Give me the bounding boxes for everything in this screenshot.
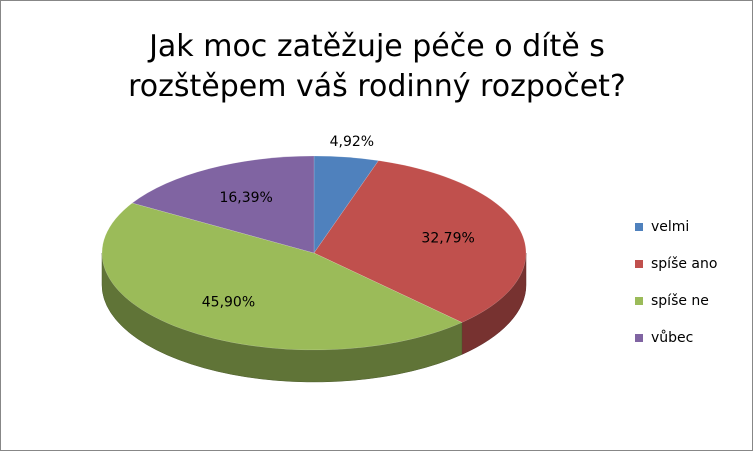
- legend-swatch: [635, 223, 643, 231]
- data-label: 4,92%: [330, 134, 374, 150]
- legend-swatch: [635, 260, 643, 268]
- data-label: 45,90%: [202, 294, 255, 310]
- data-label: 32,79%: [421, 231, 474, 247]
- data-label: 16,39%: [219, 190, 272, 206]
- pie-slice: [313, 155, 379, 254]
- pie-slice: [131, 155, 315, 254]
- legend-label: vůbec: [651, 330, 693, 346]
- legend-label: spíše ano: [651, 256, 717, 272]
- legend-label: velmi: [651, 219, 689, 235]
- pie-slice: [313, 160, 527, 323]
- legend-label: spíše ne: [651, 293, 709, 309]
- legend-swatch: [635, 334, 643, 342]
- chart-title: Jak moc zatěžuje péče o dítě s rozštěpem…: [128, 29, 626, 104]
- legend-swatch: [635, 297, 643, 305]
- pie-slice: [101, 202, 463, 351]
